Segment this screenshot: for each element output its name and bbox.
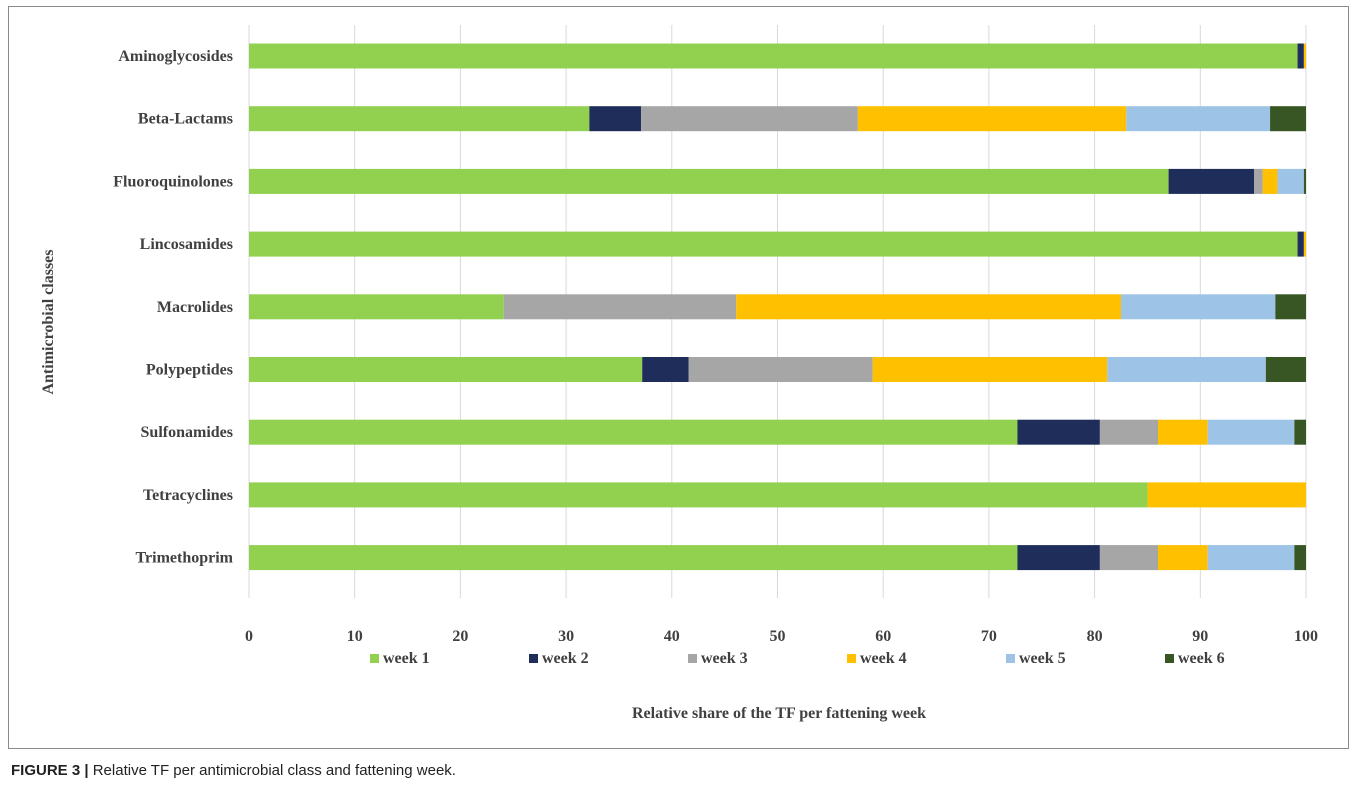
category-label: Beta-Lactams xyxy=(138,111,233,128)
bar-segment xyxy=(1297,231,1304,257)
bar-segment xyxy=(1017,545,1100,571)
bar-segment xyxy=(249,357,643,382)
bar-segment xyxy=(1017,419,1100,445)
legend-swatch xyxy=(1006,654,1015,663)
bar-segment xyxy=(249,545,1018,571)
bar-segment xyxy=(857,106,1127,132)
bar-segment xyxy=(872,357,1108,382)
figure-label: FIGURE 3 | xyxy=(11,762,89,779)
bar-segment xyxy=(688,357,873,382)
legend-swatch xyxy=(370,654,379,663)
category-label: Tetracyclines xyxy=(143,487,233,504)
category-label: Fluoroquinolones xyxy=(113,173,233,190)
x-tick-labels: 0 10 20 30 40 50 60 70 80 90 100 xyxy=(245,628,1318,645)
bar-segment xyxy=(1277,168,1304,194)
bar-segment xyxy=(1158,545,1208,571)
legend-label: week 6 xyxy=(1178,650,1225,667)
bar-segment xyxy=(249,231,1298,257)
y-axis-title: Antimicrobial classes xyxy=(40,249,57,394)
x-tick-label: 0 xyxy=(245,628,253,645)
bar-segment xyxy=(1099,545,1159,571)
bar-segment xyxy=(1168,168,1255,194)
bar-segment xyxy=(249,43,1298,69)
legend-label: week 3 xyxy=(701,650,748,667)
bar-segment xyxy=(1207,419,1295,445)
bar-segment xyxy=(1121,294,1276,320)
category-label: Macrolides xyxy=(157,299,233,316)
bar-segment xyxy=(1303,43,1306,69)
x-tick-label: 80 xyxy=(1087,628,1103,645)
category-label: Trimethoprim xyxy=(136,550,234,567)
category-label: Sulfonamides xyxy=(141,424,233,441)
bar-segment xyxy=(249,482,1148,508)
bar-segment xyxy=(1303,168,1306,194)
legend-swatch xyxy=(847,654,856,663)
legend-label: week 5 xyxy=(1019,650,1066,667)
x-tick-label: 70 xyxy=(981,628,997,645)
x-tick-label: 100 xyxy=(1294,628,1318,645)
legend: week 1 week 2 week 3 week 4 week 5 week 6 xyxy=(370,650,1225,667)
bar-segment xyxy=(1294,545,1306,571)
bar-segment xyxy=(642,357,689,382)
x-tick-label: 20 xyxy=(452,628,468,645)
bar-segment xyxy=(249,106,590,132)
bar-segment xyxy=(1254,168,1263,194)
bar-segment xyxy=(249,168,1169,194)
legend-label: week 4 xyxy=(860,650,907,667)
bar-segment xyxy=(1303,231,1306,257)
x-tick-label: 90 xyxy=(1192,628,1208,645)
x-tick-label: 30 xyxy=(558,628,574,645)
x-tick-label: 50 xyxy=(770,628,786,645)
bar-segment xyxy=(1126,106,1271,132)
bar-segment xyxy=(1294,419,1306,445)
legend-label: week 2 xyxy=(542,650,589,667)
bar-segment xyxy=(1207,545,1295,571)
stacked-bar-chart: Aminoglycosides Beta-Lactams Fluoroquinolo… xyxy=(40,25,1318,722)
bar-segment xyxy=(1265,357,1306,382)
bar-segment xyxy=(249,419,1018,445)
x-tick-label: 60 xyxy=(875,628,891,645)
bar-segment xyxy=(249,294,504,320)
bar-segment xyxy=(1147,482,1306,508)
bar-segment xyxy=(1262,168,1278,194)
legend-label: week 1 xyxy=(383,650,430,667)
bar-segment xyxy=(1107,357,1266,382)
bar-segments xyxy=(249,43,1306,571)
x-tick-label: 10 xyxy=(347,628,363,645)
category-label: Lincosamides xyxy=(140,236,233,253)
legend-swatch xyxy=(688,654,697,663)
legend-swatch xyxy=(1165,654,1174,663)
category-label: Aminoglycosides xyxy=(118,48,233,65)
category-label: Polypeptides xyxy=(146,362,233,379)
figure-caption-text: Relative TF per antimicrobial class and … xyxy=(92,762,456,779)
bar-segment xyxy=(503,294,737,320)
bar-segment xyxy=(1270,106,1306,132)
bar-segment xyxy=(736,294,1122,320)
bar-segment xyxy=(641,106,858,132)
x-tick-label: 40 xyxy=(664,628,680,645)
legend-swatch xyxy=(529,654,538,663)
bar-segment xyxy=(589,106,642,132)
bar-segment xyxy=(1275,294,1306,320)
bar-segment xyxy=(1099,419,1159,445)
x-axis-title: Relative share of the TF per fattening w… xyxy=(632,705,926,722)
bar-segment xyxy=(1297,43,1304,69)
bar-segment xyxy=(1158,419,1208,445)
category-labels: Aminoglycosides Beta-Lactams Fluoroquinolo… xyxy=(113,48,233,567)
figure-caption: FIGURE 3 | Relative TF per antimicrobial… xyxy=(11,762,456,779)
